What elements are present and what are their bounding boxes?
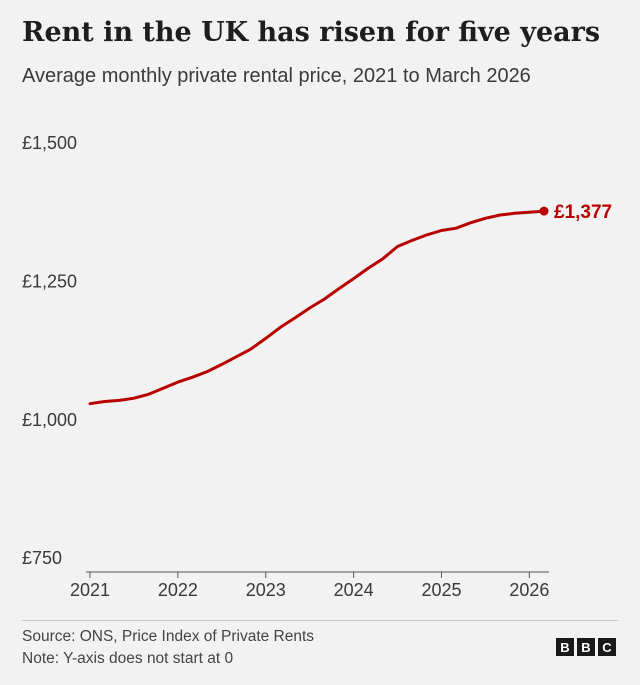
chart-subtitle: Average monthly private rental price, 20… xyxy=(22,65,531,87)
x-tick-label: 2026 xyxy=(509,580,549,600)
y-tick-label: £1,000 xyxy=(22,410,77,430)
x-tick-label: 2025 xyxy=(421,580,461,600)
bbc-logo: B B C xyxy=(556,638,616,656)
footer-divider xyxy=(22,620,618,621)
y-tick-label: £1,250 xyxy=(22,271,77,291)
y-tick-label: £1,500 xyxy=(22,133,77,153)
logo-letter-b1: B xyxy=(556,638,574,656)
x-tick-label: 2024 xyxy=(334,580,374,600)
x-tick-label: 2023 xyxy=(246,580,286,600)
x-tick-label: 2022 xyxy=(158,580,198,600)
source-note: Source: ONS, Price Index of Private Rent… xyxy=(22,628,315,645)
end-point-marker xyxy=(539,206,549,216)
chart-title: Rent in the UK has risen for five years xyxy=(22,17,601,48)
logo-letter-b2: B xyxy=(577,638,595,656)
logo-letter-c: C xyxy=(598,638,616,656)
axis-note: Note: Y-axis does not start at 0 xyxy=(22,650,234,667)
series-line xyxy=(88,209,546,406)
x-tick-label: 2021 xyxy=(70,580,110,600)
line-chart: £750 £1,000 £1,250 £1,500 2021 2022 2023 2024 20… xyxy=(22,133,612,600)
end-value-label: £1,377 xyxy=(554,202,612,223)
y-tick-label: £750 xyxy=(22,548,62,568)
